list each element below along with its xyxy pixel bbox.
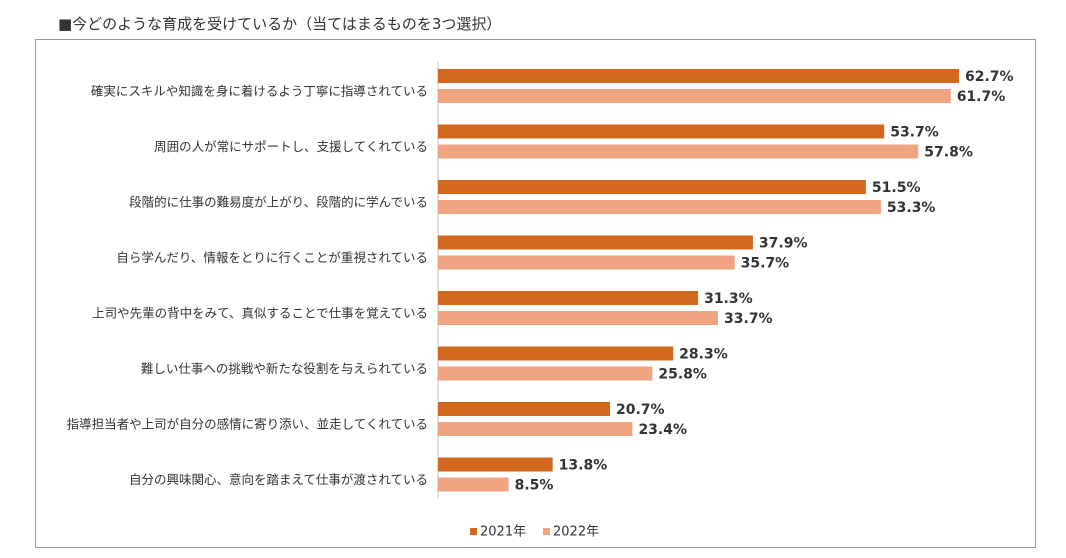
data-label: 23.4% <box>638 422 687 438</box>
data-label: 62.7% <box>965 69 1014 85</box>
category-label: 自ら学んだり、情報をとりに行くことが重視されている <box>116 250 428 265</box>
chart-frame <box>35 39 1036 548</box>
legend-swatch <box>470 528 477 535</box>
data-label: 53.3% <box>887 200 936 216</box>
category-label: 段階的に仕事の難易度が上がり、段階的に学んでいる <box>129 195 428 210</box>
legend-label: 2021年 <box>480 525 526 540</box>
data-label: 25.8% <box>658 367 707 383</box>
data-label: 28.3% <box>679 347 728 363</box>
bar-2021 <box>438 291 699 305</box>
data-label: 61.7% <box>957 89 1006 105</box>
category-label: 上司や先輩の背中をみて、真似することで仕事を覚えている <box>92 306 428 321</box>
category-label: 確実にスキルや知識を身に着けるよう丁寧に指導されている <box>91 84 428 99</box>
data-label: 51.5% <box>872 180 921 196</box>
category-label: 周囲の人が常にサポートし、支援してくれている <box>154 139 428 154</box>
bar-2022 <box>438 422 633 436</box>
bar-2021 <box>438 180 866 194</box>
data-label: 33.7% <box>724 311 773 327</box>
bar-2021 <box>438 402 611 416</box>
data-label: 31.3% <box>704 291 753 307</box>
data-label: 37.9% <box>759 236 808 252</box>
bar-2021 <box>438 124 885 139</box>
data-label: 57.8% <box>924 145 973 161</box>
bar-2021 <box>438 235 753 250</box>
bar-2022 <box>438 89 951 103</box>
data-label: 53.7% <box>890 125 939 141</box>
category-label: 難しい仕事への挑戦や新たな役割を与えられている <box>141 361 428 376</box>
legend-label: 2022年 <box>553 525 599 540</box>
bar-2022 <box>438 200 881 214</box>
bar-2022 <box>438 477 509 492</box>
category-label: 指導担当者や上司が自分の感情に寄り添い、並走してくれている <box>67 417 428 432</box>
data-label: 13.8% <box>559 458 608 474</box>
data-label: 35.7% <box>741 256 790 272</box>
bar-2021 <box>438 346 674 361</box>
bar-2022 <box>438 255 735 270</box>
chart-title: ■今どのような育成を受けているか（当てはまるものを3つ選択） <box>58 15 502 33</box>
legend-swatch <box>543 528 550 535</box>
bar-2021 <box>438 457 553 472</box>
bar-2022 <box>438 311 719 325</box>
bar-2021 <box>438 69 959 83</box>
bar-2022 <box>438 144 919 159</box>
data-label: 8.5% <box>515 478 554 494</box>
data-label: 20.7% <box>616 402 665 418</box>
bar-2022 <box>438 366 653 381</box>
category-label: 自分の興味関心、意向を踏まえて仕事が渡されている <box>129 472 428 487</box>
